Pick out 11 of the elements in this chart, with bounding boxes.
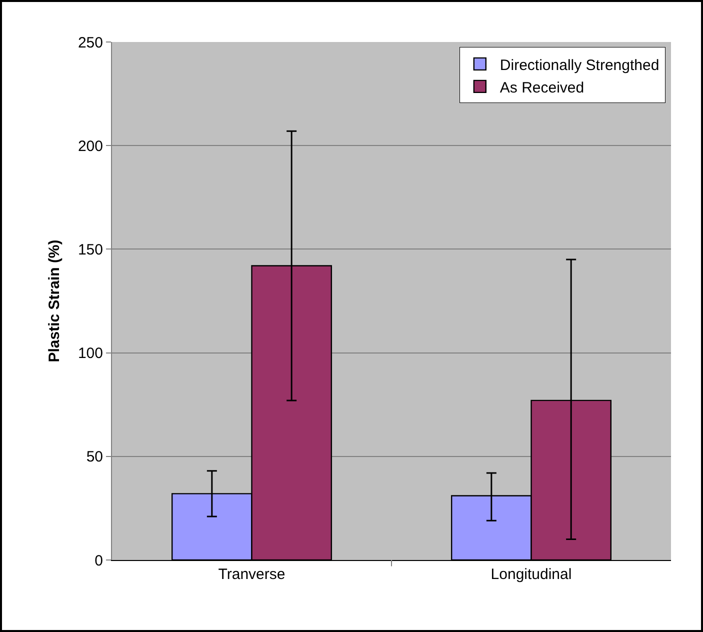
y-tick-label: 0 bbox=[94, 552, 103, 570]
legend-label: As Received bbox=[500, 79, 584, 96]
x-tick-label: Longitudinal bbox=[490, 566, 572, 583]
y-tick-label: 100 bbox=[78, 345, 103, 362]
y-tick-label: 200 bbox=[78, 138, 103, 155]
y-tick-label: 150 bbox=[78, 241, 103, 258]
y-axis-title: Plastic Strain (%) bbox=[46, 240, 64, 362]
legend-label: Directionally Strengthed bbox=[500, 56, 660, 74]
y-tick-label: 250 bbox=[78, 34, 103, 52]
y-tick-label: 50 bbox=[86, 448, 103, 466]
x-tick-label: Tranverse bbox=[218, 566, 286, 583]
